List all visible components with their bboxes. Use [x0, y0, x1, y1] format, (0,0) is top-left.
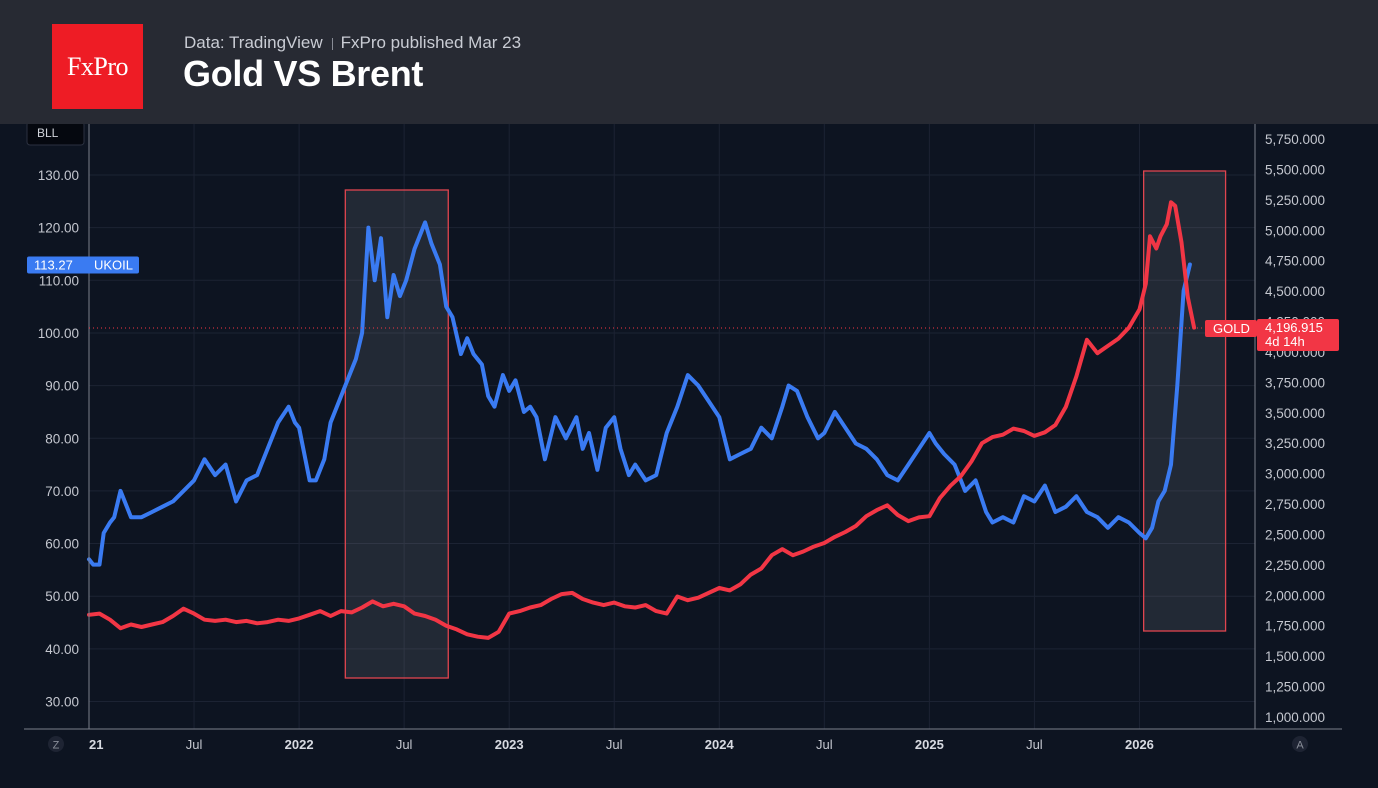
- ukoil-price-tag: [27, 256, 139, 274]
- x-tick-label: 2025: [915, 737, 944, 752]
- highlight-box: [1143, 170, 1227, 632]
- left-tick-label: 70.00: [45, 484, 79, 499]
- right-tick-label: 2,000.000: [1265, 588, 1325, 603]
- x-tick-label: 21: [89, 737, 103, 752]
- right-tick-label: 1,500.000: [1265, 649, 1325, 664]
- x-tick-label: Jul: [816, 737, 833, 752]
- ukoil-series-name: UKOIL: [94, 258, 133, 273]
- x-tick-label: Jul: [606, 737, 623, 752]
- right-tick-label: 4,750.000: [1265, 254, 1325, 269]
- right-tick-label: 5,500.000: [1265, 162, 1325, 177]
- series-lines: [87, 200, 1197, 640]
- separator: [331, 37, 333, 50]
- gold-name-tag: [1205, 319, 1257, 337]
- chart-title: Gold VS Brent: [183, 53, 424, 94]
- scale-badge-right: [1292, 736, 1308, 752]
- published-info: FxPro published Mar 23: [340, 33, 522, 52]
- unit-label-box: [26, 124, 85, 146]
- x-tick-label: Jul: [396, 737, 413, 752]
- left-tick-label: 110.00: [39, 273, 79, 288]
- right-tick-label: 2,500.000: [1265, 527, 1325, 542]
- grid-lines: [88, 124, 1255, 729]
- x-tick-label: 2024: [705, 737, 735, 752]
- axes: 30.00 40.00 50.00 60.00 70.00 80.00 90.00 100.0…: [24, 124, 1342, 752]
- left-tick-label: 130.00: [38, 168, 79, 183]
- right-tick-label: 1,000.000: [1265, 710, 1325, 725]
- right-tick-label: 5,000.000: [1265, 223, 1325, 238]
- highlight-boxes: [344, 170, 1227, 679]
- fxpro-logo: FxPro: [52, 24, 143, 109]
- left-tick-label: 90.00: [45, 379, 79, 394]
- source-line: Data: TradingView FxPro published Mar 23: [184, 33, 521, 53]
- x-tick-label: 2022: [285, 737, 314, 752]
- right-tick-label: 1,250.000: [1265, 680, 1325, 695]
- right-tick-label: 2,750.000: [1265, 497, 1325, 512]
- gold-price-tag: [1257, 318, 1339, 351]
- left-tick-label: 120.00: [38, 221, 79, 236]
- chart-area[interactable]: 30.00 40.00 50.00 60.00 70.00 80.00 90.00 100.0…: [0, 124, 1378, 788]
- left-tick-label: 80.00: [45, 431, 79, 446]
- scale-badge-left: [48, 736, 64, 752]
- right-tick-label: 4,500.000: [1265, 284, 1325, 299]
- left-tick-label: 60.00: [45, 537, 79, 552]
- right-tick-label: 5,250.000: [1265, 193, 1325, 208]
- highlight-box: [344, 189, 449, 679]
- right-tick-label: 1,750.000: [1265, 619, 1325, 634]
- right-tick-label: 3,250.000: [1265, 436, 1325, 451]
- scale-badge-right-label: A: [1296, 740, 1304, 752]
- series-line-gold: [87, 200, 1197, 640]
- x-tick-label: Jul: [1026, 737, 1043, 752]
- right-tick-label: 2,250.000: [1265, 558, 1325, 573]
- left-tick-label: 40.00: [45, 642, 79, 657]
- series-line-ukoil: [87, 220, 1192, 567]
- left-tick-label: 100.00: [38, 326, 79, 341]
- x-tick-label: 2026: [1125, 737, 1154, 752]
- right-tick-label: 5,750.000: [1265, 132, 1325, 147]
- x-tick-label: 2023: [495, 737, 524, 752]
- right-tick-label: 3,750.000: [1265, 375, 1325, 390]
- right-tick-label: 3,000.000: [1265, 467, 1325, 482]
- header: FxPro Data: TradingView FxPro published M…: [0, 0, 1378, 124]
- x-tick-label: Jul: [186, 737, 203, 752]
- data-source: Data: TradingView: [184, 33, 323, 52]
- ukoil-last-value: 113.27: [34, 258, 73, 273]
- scale-badge-left-label: Z: [53, 740, 60, 752]
- gold-series-name: GOLD: [1213, 321, 1250, 336]
- gold-last-value: 4,196.915: [1265, 320, 1323, 335]
- left-tick-label: 30.00: [45, 695, 79, 710]
- left-tick-label: 50.00: [45, 589, 79, 604]
- unit-label: BLL: [37, 126, 59, 140]
- gold-countdown: 4d 14h: [1265, 334, 1305, 349]
- right-tick-label: 3,500.000: [1265, 406, 1325, 421]
